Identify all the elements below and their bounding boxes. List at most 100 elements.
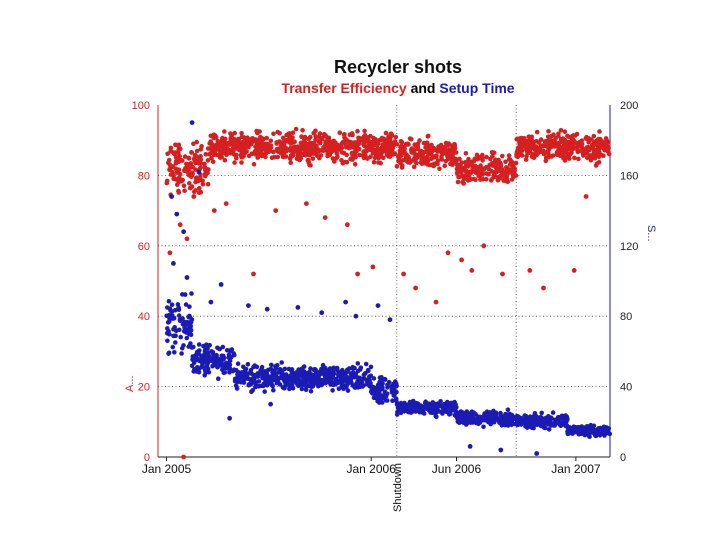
red-data-point bbox=[449, 154, 455, 159]
red-data-point bbox=[573, 146, 578, 151]
blue-data-point bbox=[181, 229, 187, 235]
blue-data-point bbox=[264, 306, 270, 312]
red-data-point bbox=[559, 148, 564, 154]
blue-data-point bbox=[405, 406, 411, 412]
blue-data-point bbox=[251, 364, 256, 370]
red-data-point bbox=[184, 236, 190, 242]
blue-data-point bbox=[480, 415, 486, 420]
blue-data-point bbox=[386, 379, 392, 385]
red-data-point bbox=[241, 135, 247, 140]
blue-data-point bbox=[286, 374, 291, 379]
red-data-point bbox=[566, 134, 571, 139]
blue-data-point bbox=[472, 417, 478, 422]
red-data-point bbox=[289, 147, 295, 153]
blue-data-point bbox=[283, 382, 289, 388]
red-data-point bbox=[599, 140, 604, 145]
blue-data-point bbox=[280, 376, 286, 381]
red-data-point bbox=[238, 153, 244, 158]
blue-data-point bbox=[218, 282, 224, 287]
blue-data-point bbox=[242, 371, 247, 377]
blue-data-point bbox=[368, 373, 374, 379]
red-data-point bbox=[556, 133, 561, 139]
red-data-point bbox=[343, 144, 349, 150]
red-data-point bbox=[242, 150, 248, 156]
blue-data-point bbox=[195, 357, 200, 362]
red-data-point bbox=[538, 144, 543, 150]
red-data-point bbox=[251, 271, 256, 277]
blue-data-point bbox=[270, 383, 276, 389]
blue-data-point bbox=[535, 420, 541, 426]
red-data-point bbox=[167, 167, 172, 173]
red-data-point bbox=[578, 139, 583, 145]
blue-data-point bbox=[282, 386, 287, 391]
blue-data-point bbox=[589, 429, 594, 434]
blue-data-point bbox=[550, 410, 556, 415]
red-data-point bbox=[256, 151, 262, 157]
red-data-point bbox=[562, 158, 568, 163]
red-data-point bbox=[262, 141, 268, 147]
vline-label: Shutdown bbox=[392, 463, 404, 512]
blue-data-point bbox=[467, 444, 473, 449]
blue-data-point bbox=[258, 368, 263, 373]
blue-data-point bbox=[563, 413, 568, 418]
red-data-point bbox=[534, 139, 539, 144]
red-data-point bbox=[583, 194, 589, 199]
blue-data-point bbox=[182, 292, 188, 297]
blue-data-point bbox=[210, 363, 215, 369]
red-data-point bbox=[310, 144, 315, 150]
red-data-point bbox=[480, 166, 486, 172]
red-data-point bbox=[500, 271, 505, 277]
blue-data-point bbox=[227, 415, 233, 421]
red-data-point bbox=[318, 153, 324, 158]
red-data-point bbox=[389, 141, 395, 146]
red-data-point bbox=[455, 179, 461, 185]
red-data-point bbox=[251, 161, 257, 167]
red-data-point bbox=[400, 149, 405, 155]
red-data-point bbox=[187, 181, 192, 186]
blue-data-point bbox=[180, 345, 185, 351]
red-data-point bbox=[290, 130, 296, 135]
blue-data-point bbox=[556, 416, 562, 422]
red-data-point bbox=[425, 134, 431, 139]
red-data-point bbox=[579, 145, 585, 150]
blue-data-point bbox=[166, 350, 172, 356]
blue-data-point bbox=[396, 406, 402, 412]
red-data-point bbox=[513, 160, 519, 166]
red-data-point bbox=[255, 148, 260, 153]
red-data-point bbox=[489, 177, 494, 182]
chart-title: Recycler shots bbox=[334, 57, 462, 77]
blue-data-point bbox=[391, 381, 396, 387]
red-data-point bbox=[558, 128, 564, 133]
red-data-point bbox=[332, 159, 337, 164]
red-data-point bbox=[406, 156, 412, 161]
red-data-point bbox=[487, 162, 492, 168]
red-data-point bbox=[177, 222, 183, 228]
blue-data-point bbox=[273, 366, 279, 371]
red-data-point bbox=[452, 146, 458, 151]
red-data-point bbox=[558, 136, 564, 142]
red-data-point bbox=[511, 174, 516, 179]
blue-data-point bbox=[553, 421, 559, 426]
red-data-point bbox=[310, 156, 316, 161]
red-data-point bbox=[511, 167, 516, 173]
blue-data-point bbox=[457, 420, 462, 426]
red-data-point bbox=[431, 145, 437, 151]
red-data-point bbox=[550, 153, 556, 158]
blue-data-point bbox=[241, 364, 246, 370]
red-data-point bbox=[485, 171, 491, 177]
blue-data-point bbox=[356, 376, 362, 381]
blue-data-point bbox=[503, 413, 509, 419]
red-data-point bbox=[226, 150, 231, 155]
blue-data-point bbox=[346, 376, 352, 381]
red-data-point bbox=[490, 153, 495, 159]
blue-data-point bbox=[456, 411, 462, 417]
blue-data-point bbox=[586, 433, 592, 439]
red-data-point bbox=[210, 159, 216, 164]
blue-data-point bbox=[353, 313, 359, 319]
blue-data-point bbox=[395, 401, 401, 406]
red-data-point bbox=[445, 250, 451, 256]
blue-data-point bbox=[172, 350, 177, 355]
red-data-point bbox=[368, 147, 373, 153]
blue-data-point bbox=[295, 305, 301, 310]
blue-data-point bbox=[370, 384, 376, 390]
